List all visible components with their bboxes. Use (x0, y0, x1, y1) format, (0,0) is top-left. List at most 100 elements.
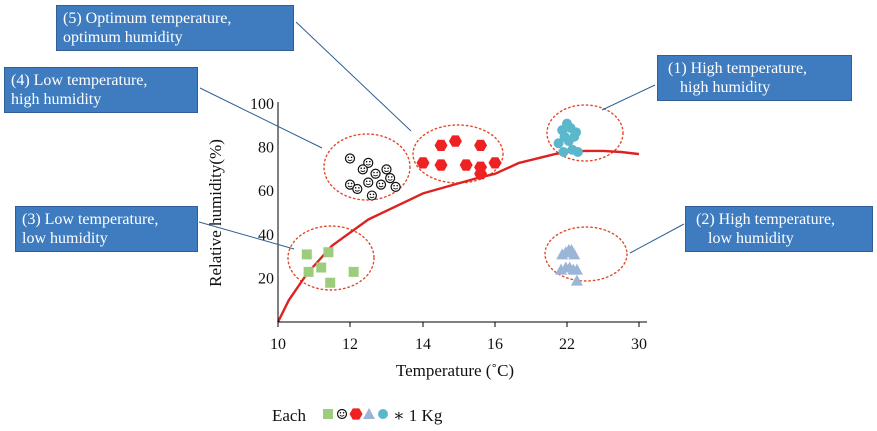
smiley-face (344, 153, 356, 164)
smiley-point (352, 183, 363, 195)
smiley-mouth (339, 414, 345, 417)
callout-leader-lines (198, 21, 685, 254)
smiley-eye (387, 176, 390, 178)
smiley-point (370, 168, 381, 179)
square-point (323, 409, 333, 419)
square-point (301, 249, 312, 260)
callout-optimum-line1: (5) Optimum temperature, (63, 10, 232, 27)
series-circle (553, 118, 583, 157)
hexagon-point (459, 159, 473, 171)
smiley-face (336, 408, 348, 420)
smiley-point (344, 153, 356, 164)
x-tick-label: 22 (559, 336, 575, 353)
legend-note: Each ∗ 1 Kg (272, 406, 443, 425)
smiley-mouth (373, 174, 379, 177)
smiley-mouth (369, 196, 375, 199)
callout-high-temp-high-humidity-line1: (1) High temperature, (668, 60, 808, 77)
smiley-eye (393, 184, 395, 187)
smiley-face (344, 179, 356, 190)
smiley-face (363, 157, 374, 168)
triangle-point (568, 248, 581, 260)
y-tick-label: 20 (258, 270, 274, 287)
x-tick-label: 30 (631, 336, 647, 353)
series-smiley (344, 153, 401, 201)
hexagon-point (448, 135, 462, 147)
smiley-eye (381, 182, 384, 185)
callout-low-temp-low-humidity-line2: low humidity (22, 230, 108, 247)
smiley-face (352, 183, 363, 195)
y-tick-label: 100 (250, 96, 274, 113)
smiley-eye (376, 171, 378, 174)
smiley-point (390, 181, 401, 192)
square-point (325, 277, 336, 288)
smiley-mouth (378, 185, 384, 188)
triangle-point (567, 263, 580, 275)
smiley-eye (365, 180, 368, 183)
smiley-face (366, 190, 377, 201)
square-point (316, 262, 327, 273)
hexagon-point (434, 159, 448, 171)
y-axis-title: Relative humidity(%) (206, 139, 225, 287)
smiley-eye (342, 412, 345, 414)
smiley-face (375, 179, 387, 190)
smiley-eye (373, 171, 375, 174)
callout-leader-line (629, 223, 685, 254)
smiley-point (366, 190, 377, 201)
cluster-ellipse (546, 104, 624, 162)
smiley-eye (365, 160, 368, 163)
smiley-face (385, 173, 396, 184)
x-axis-title: Temperature (˚C) (396, 361, 514, 380)
x-tick-label: 14 (415, 336, 431, 353)
smiley-eye (387, 167, 389, 169)
callout-leader-line (199, 87, 323, 149)
smiley-eye (339, 412, 342, 414)
hexagon-point (434, 139, 448, 151)
hexagon-point (474, 168, 488, 180)
smiley-mouth (354, 189, 360, 192)
smiley-face (381, 164, 392, 175)
smiley-eye (347, 156, 350, 159)
hexagon-point (488, 157, 502, 169)
square-point (323, 247, 334, 258)
fitted-curve-line (276, 149, 640, 323)
callout-leader-line (295, 21, 412, 132)
circle-point (571, 127, 581, 138)
smiley-point (344, 179, 356, 190)
smiley-eye (369, 160, 371, 163)
callout-high-temp-low-humidity-line2: low humidity (708, 230, 794, 247)
y-tick-label: 80 (258, 140, 274, 157)
circle-point (558, 146, 569, 157)
smiley-eye (358, 187, 360, 189)
legend-suffix: ∗ 1 Kg (393, 406, 443, 425)
smiley-eye (354, 187, 357, 189)
smiley-eye (363, 167, 366, 169)
y-tick-label: 60 (258, 183, 274, 200)
smiley-mouth (365, 183, 371, 186)
smiley-mouth (387, 178, 393, 181)
circle-point (553, 138, 564, 149)
smiley-point (357, 164, 368, 175)
smiley-eye (384, 167, 386, 169)
hexagon-point (416, 157, 430, 169)
smiley-point (375, 179, 387, 190)
cluster-ellipse (323, 133, 411, 201)
x-tick-label: 10 (270, 336, 286, 353)
callout-high-temp-low-humidity-line1: (2) High temperature, (696, 211, 836, 228)
smiley-eye (369, 180, 371, 183)
cluster-ellipse (287, 225, 375, 291)
smiley-eye (378, 182, 381, 185)
smiley-face (370, 168, 381, 179)
callout-high-temp-low-humidity: (2) High temperature, low humidity (685, 206, 873, 252)
callout-low-temp-high-humidity-line1: (4) Low temperature, (11, 72, 148, 89)
fitted-curve-layer (276, 149, 640, 323)
series-hexagon (416, 135, 502, 180)
callout-low-temp-low-humidity-line1: (3) Low temperature, (22, 211, 159, 228)
x-tick-label: 16 (487, 336, 503, 353)
triangle-point (363, 408, 375, 419)
smiley-face (357, 164, 368, 175)
callout-leader-line (198, 221, 295, 250)
smiley-point (363, 157, 374, 168)
callout-high-temp-high-humidity: (1) High temperature, high humidity (657, 55, 852, 101)
smiley-eye (360, 167, 362, 169)
